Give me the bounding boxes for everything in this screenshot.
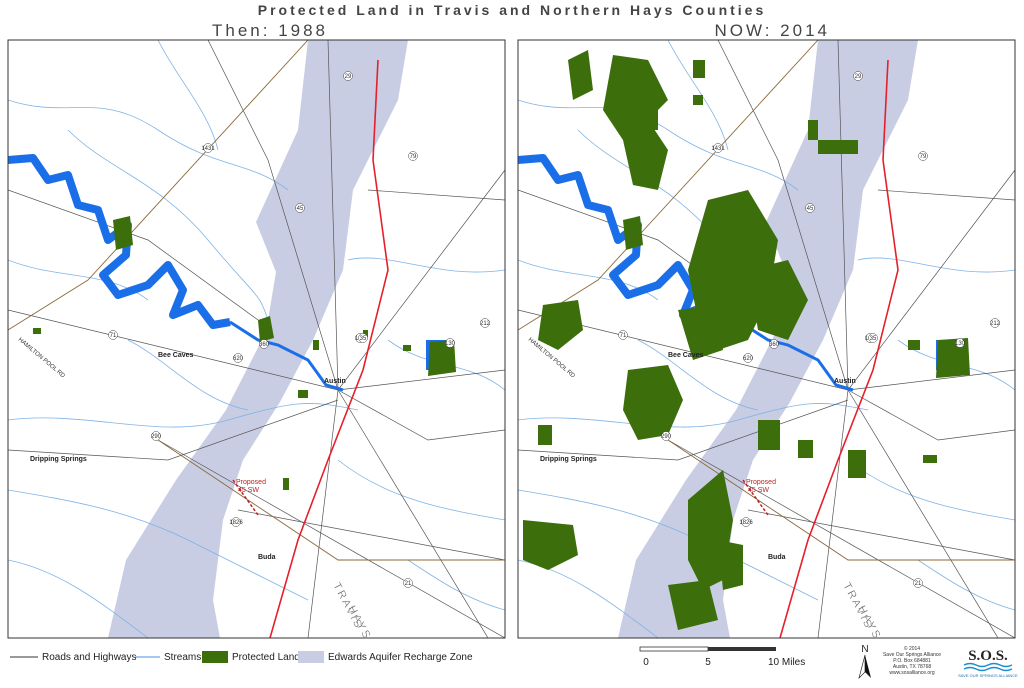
route-label: 71: [620, 333, 627, 339]
route-shield: [955, 338, 965, 348]
route-label: 79: [920, 154, 927, 160]
route-shield: [151, 431, 161, 441]
map-label: 45 SW: [748, 487, 769, 494]
logo-name: S.O.S.: [968, 648, 1008, 664]
route-shield: [868, 333, 878, 343]
route-shield: [403, 578, 413, 588]
legend-label: Roads and Highways: [42, 652, 137, 663]
map-label: Austin: [324, 378, 346, 385]
legend: Roads and Highways Streams Protected Lan…: [10, 651, 473, 663]
protected-land: [33, 216, 456, 490]
route-label: 21: [915, 581, 922, 587]
panel-subtitle: NOW: 2014: [714, 21, 830, 40]
map-panel-2014: Bee Caves Dripping Springs Buda Austin Propo…: [517, 39, 1016, 642]
route-shield: [618, 330, 628, 340]
route-shield: [358, 333, 368, 343]
north-arrow: N: [858, 644, 871, 679]
route-shield: [203, 143, 213, 153]
route-shield: [990, 318, 1000, 328]
route-label: 1826: [739, 520, 753, 526]
route-label: 360: [769, 342, 780, 348]
credit-line: © 2014: [904, 645, 920, 652]
scale-label: 10 Miles: [768, 657, 805, 668]
map-label: Proposed: [236, 479, 266, 486]
panel-subtitle: Then: 1988: [212, 21, 328, 40]
route-label: 290: [661, 434, 672, 440]
route-label: 45: [297, 206, 304, 212]
map-label: Austin: [834, 378, 856, 385]
route-label: 71: [110, 333, 117, 339]
route-shield: [108, 330, 118, 340]
route-label: 35: [870, 336, 877, 342]
map-label: Bee Caves: [158, 352, 194, 359]
route-shield: [480, 318, 490, 328]
route-label: 212: [990, 321, 1001, 327]
route-label: 290: [151, 434, 162, 440]
logo: S.O.S. SAVE OUR SPRINGS ALLIANCE: [958, 648, 1018, 678]
route-shield: [343, 71, 353, 81]
route-shield: [918, 151, 928, 161]
map-label: Buda: [768, 554, 786, 561]
route-label: 79: [410, 154, 417, 160]
route-shield: [233, 353, 243, 363]
scale-label: 5: [705, 657, 711, 668]
route-label: 35: [360, 336, 367, 342]
base-map: [8, 40, 505, 638]
legend-swatch: [298, 651, 324, 663]
map-label: Proposed: [746, 479, 776, 486]
legend-swatch: [202, 651, 228, 663]
route-label: 620: [233, 356, 244, 362]
route-label: 212: [480, 321, 491, 327]
map-label: Buda: [258, 554, 276, 561]
route-label: 1431: [711, 146, 725, 152]
map-label: Bee Caves: [668, 352, 704, 359]
legend-label: Streams: [164, 652, 201, 663]
route-shield: [913, 578, 923, 588]
route-shield: [445, 338, 455, 348]
credit-line: Save Our Springs Alliance: [883, 652, 941, 658]
route-label: 360: [259, 342, 270, 348]
route-label: 21: [405, 581, 412, 587]
north-label: N: [861, 644, 868, 655]
credits: © 2014 Save Our Springs Alliance P.O. Bo…: [883, 645, 941, 676]
route-shield: [713, 143, 723, 153]
route-shield: [853, 71, 863, 81]
route-shield: [769, 339, 779, 349]
legend-label: Protected Land: [232, 652, 300, 663]
protected-land: [523, 50, 970, 630]
route-label: 620: [743, 356, 754, 362]
map-panel-1988: Bee Caves Dripping Springs Buda Austin Propo…: [7, 39, 506, 642]
map-title: Protected Land in Travis and Northern Ha…: [258, 2, 767, 18]
credit-line: P.O. Box 684881: [893, 658, 931, 664]
route-shield: [743, 353, 753, 363]
credit-line: Austin, TX 78768: [893, 664, 931, 670]
map-label: 45 SW: [238, 487, 259, 494]
logo-tagline: SAVE OUR SPRINGS ALLIANCE: [958, 673, 1018, 678]
legend-label: Edwards Aquifer Recharge Zone: [328, 652, 473, 663]
route-label: 130: [955, 341, 966, 347]
map-label: Dripping Springs: [30, 456, 87, 463]
route-label: 1431: [201, 146, 215, 152]
scale-label: 0: [643, 657, 649, 668]
route-shield: [741, 517, 751, 527]
route-shield: [231, 517, 241, 527]
route-label: 1826: [229, 520, 243, 526]
route-label: 29: [855, 74, 862, 80]
route-shield: [661, 431, 671, 441]
route-shield: [295, 203, 305, 213]
map-label: Dripping Springs: [540, 456, 597, 463]
route-label: 130: [445, 341, 456, 347]
route-label: 29: [345, 74, 352, 80]
base-map: [518, 40, 1015, 638]
route-label: 45: [807, 206, 814, 212]
scale-bar: 0 5 10 Miles: [639, 646, 805, 668]
route-shield: [805, 203, 815, 213]
route-shield: [408, 151, 418, 161]
route-shield: [259, 339, 269, 349]
credit-line: www.sosalliance.org: [889, 670, 935, 676]
